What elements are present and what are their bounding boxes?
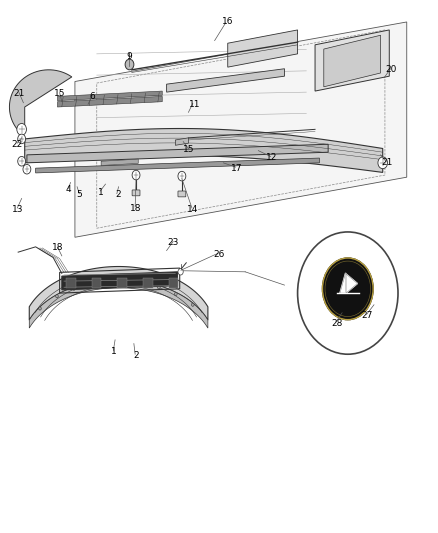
Text: 26: 26	[213, 250, 225, 259]
Text: 28: 28	[331, 319, 343, 328]
Polygon shape	[75, 22, 407, 237]
Circle shape	[132, 170, 140, 180]
Circle shape	[56, 295, 58, 298]
FancyBboxPatch shape	[178, 191, 186, 197]
Text: 4: 4	[66, 185, 71, 194]
Polygon shape	[29, 280, 208, 328]
Polygon shape	[27, 144, 328, 163]
FancyBboxPatch shape	[92, 278, 102, 288]
Text: 1: 1	[98, 188, 104, 197]
Text: 27: 27	[362, 311, 373, 320]
Text: 23: 23	[167, 238, 179, 247]
Circle shape	[39, 307, 41, 310]
Polygon shape	[29, 266, 208, 320]
Text: 14: 14	[187, 205, 198, 214]
Polygon shape	[315, 30, 389, 91]
Polygon shape	[62, 272, 177, 290]
Circle shape	[178, 269, 183, 275]
Text: 9: 9	[127, 52, 132, 61]
Text: 11: 11	[189, 100, 201, 109]
Circle shape	[124, 280, 126, 283]
Circle shape	[158, 286, 160, 289]
Text: 15: 15	[54, 89, 65, 98]
Text: 15: 15	[183, 145, 194, 154]
Polygon shape	[340, 273, 346, 293]
FancyBboxPatch shape	[143, 278, 153, 288]
Circle shape	[191, 303, 194, 306]
Circle shape	[378, 157, 388, 168]
Polygon shape	[35, 158, 319, 173]
Circle shape	[18, 157, 25, 166]
Circle shape	[174, 293, 177, 295]
Polygon shape	[166, 69, 285, 92]
Text: 1: 1	[111, 347, 117, 356]
Circle shape	[106, 280, 109, 284]
Text: 5: 5	[76, 190, 82, 199]
FancyBboxPatch shape	[117, 278, 127, 288]
Polygon shape	[57, 96, 162, 107]
Text: 20: 20	[386, 66, 397, 74]
Text: 13: 13	[11, 205, 23, 214]
Circle shape	[297, 232, 398, 354]
Polygon shape	[10, 70, 72, 129]
Text: 22: 22	[12, 140, 23, 149]
Text: 17: 17	[231, 164, 242, 173]
FancyBboxPatch shape	[66, 278, 76, 288]
Text: 2: 2	[115, 190, 120, 199]
Polygon shape	[101, 159, 138, 165]
Polygon shape	[228, 30, 297, 67]
Polygon shape	[175, 138, 188, 146]
FancyBboxPatch shape	[169, 278, 178, 288]
Polygon shape	[346, 274, 357, 293]
Polygon shape	[324, 35, 381, 87]
FancyBboxPatch shape	[132, 190, 140, 196]
Circle shape	[178, 171, 186, 181]
Circle shape	[322, 258, 373, 320]
Circle shape	[141, 282, 143, 285]
Circle shape	[125, 59, 134, 70]
Text: 18: 18	[52, 244, 63, 253]
Text: 18: 18	[130, 204, 142, 213]
Circle shape	[18, 134, 25, 144]
Text: 16: 16	[222, 18, 233, 27]
Text: 12: 12	[266, 153, 277, 162]
Circle shape	[73, 287, 75, 290]
Text: 6: 6	[89, 92, 95, 101]
Circle shape	[17, 124, 26, 135]
Polygon shape	[57, 91, 162, 101]
Text: 21: 21	[381, 158, 393, 167]
Polygon shape	[25, 128, 383, 172]
Circle shape	[90, 282, 92, 286]
Text: 21: 21	[13, 89, 25, 98]
Circle shape	[23, 165, 31, 174]
Text: 2: 2	[133, 351, 139, 360]
